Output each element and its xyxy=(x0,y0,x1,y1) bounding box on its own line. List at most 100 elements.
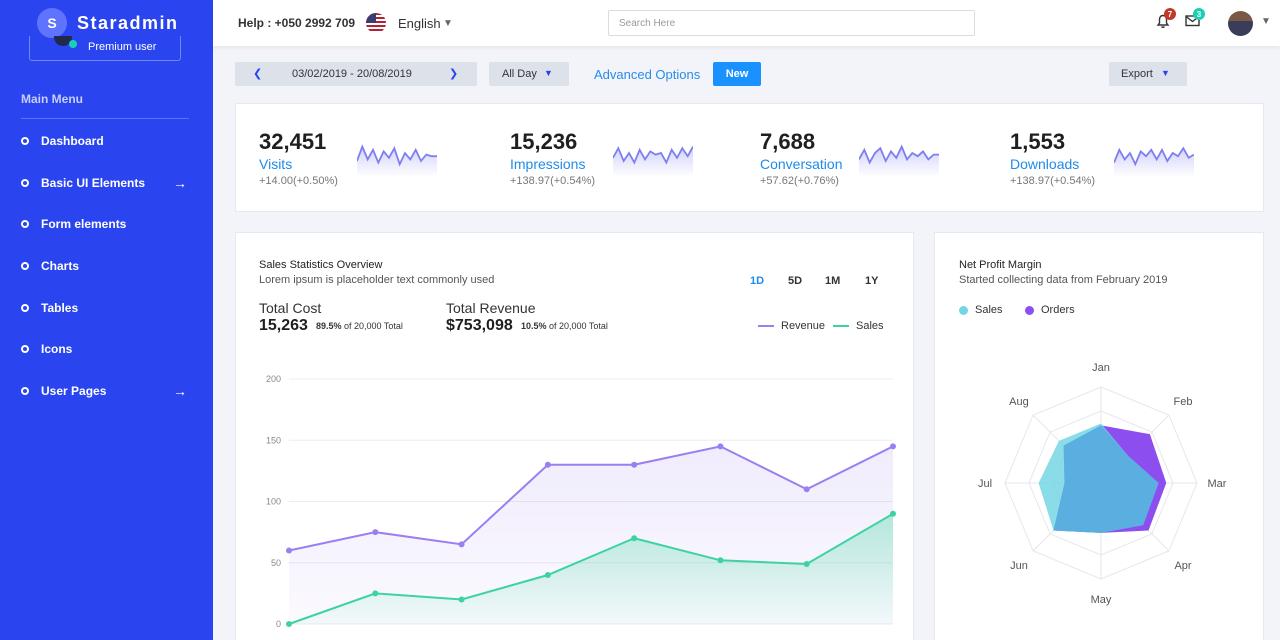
help-phone: Help : +050 2992 709 xyxy=(238,16,356,30)
net-profit-card: Net Profit Margin Started collecting dat… xyxy=(934,232,1264,640)
chevron-left-icon[interactable]: ❮ xyxy=(253,68,263,80)
sparkline-line xyxy=(613,146,693,165)
date-range-picker[interactable]: ❮ 03/02/2019 - 20/08/2019 ❯ xyxy=(235,62,477,86)
y-tick-label: 50 xyxy=(271,558,281,568)
period-tab-1m[interactable]: 1M xyxy=(825,275,841,287)
sparkline-line xyxy=(357,144,437,167)
circle-icon xyxy=(21,261,29,270)
sparkline-area xyxy=(1114,148,1194,177)
series-revenue-line xyxy=(288,445,894,552)
chevron-down-icon[interactable]: ▼ xyxy=(1261,16,1271,27)
chevron-down-icon: ▼ xyxy=(544,68,553,78)
sidebar-item-form-elements[interactable]: Form elements xyxy=(0,203,213,245)
legend-sales: Sales xyxy=(959,304,1003,316)
brand-logo: S xyxy=(37,8,67,38)
series-revenue-point xyxy=(286,547,292,554)
sparkline xyxy=(357,144,437,177)
period-tab-1y[interactable]: 1Y xyxy=(865,275,879,287)
sidebar-item-charts[interactable]: Charts xyxy=(0,245,213,287)
sparkline-area xyxy=(613,146,693,177)
period-tab-5d[interactable]: 5D xyxy=(788,275,803,287)
profile-label: Premium user xyxy=(88,41,157,53)
radar-axis-label: Feb xyxy=(1174,396,1193,408)
chevron-down-icon: ▼ xyxy=(1161,68,1170,78)
date-range-text: 03/02/2019 - 20/08/2019 xyxy=(292,68,412,80)
sidebar-item-label: Form elements xyxy=(41,217,127,232)
stat-label: Conversation xyxy=(760,156,843,172)
export-button[interactable]: Export ▼ xyxy=(1109,62,1187,86)
advanced-options-link[interactable]: Advanced Options xyxy=(594,67,701,82)
radar-axis-label: Apr xyxy=(1174,560,1191,572)
legend-swatch xyxy=(833,325,849,327)
circle-icon xyxy=(21,136,29,145)
card-subtitle: Started collecting data from February 20… xyxy=(959,274,1168,286)
sidebar: S Staradmin Premium user Main Menu Dashb… xyxy=(0,0,213,640)
user-avatar[interactable] xyxy=(1228,11,1253,36)
radar-axis-label: Jul xyxy=(978,478,992,490)
stat-visits: 32,451 Visits +14.00(+0.50%) xyxy=(259,129,479,189)
arrow-right-icon: → xyxy=(173,382,187,399)
radar-axis-label: Mar xyxy=(1208,478,1227,490)
sidebar-item-label: Tables xyxy=(41,300,79,315)
profile-card[interactable]: Premium user xyxy=(29,36,181,61)
stat-value: 7,688 xyxy=(760,129,816,154)
total-cost-label: Total Cost xyxy=(259,300,322,316)
stat-value: 1,553 xyxy=(1010,129,1066,154)
search-input[interactable] xyxy=(608,10,975,36)
total-cost-note: 89.5% of 20,000 Total xyxy=(316,321,403,331)
chevron-right-icon[interactable]: ❯ xyxy=(449,68,459,80)
series-sales-point xyxy=(803,560,810,567)
language-selector[interactable]: English xyxy=(398,15,441,31)
notification-badge: 7 xyxy=(1164,8,1176,20)
new-button[interactable]: New xyxy=(713,62,761,86)
card-subtitle: Lorem ipsum is placeholder text commonly… xyxy=(259,274,495,286)
radar-axis-label: May xyxy=(1091,594,1112,606)
series-revenue-point xyxy=(458,541,465,548)
series-revenue-point xyxy=(890,443,896,450)
stat-value: 15,236 xyxy=(510,129,578,154)
sales-overview-card: Sales Statistics Overview Lorem ipsum is… xyxy=(235,232,914,640)
period-select[interactable]: All Day ▼ xyxy=(489,62,569,86)
radar-axis-label: Aug xyxy=(1009,396,1029,408)
series-revenue-point xyxy=(372,529,379,536)
stat-value: 32,451 xyxy=(259,129,327,154)
radar-axis-label: Jan xyxy=(1092,362,1110,374)
us-flag-icon[interactable] xyxy=(366,13,386,33)
sidebar-item-dashboard[interactable]: Dashboard xyxy=(0,120,213,162)
series-sales-area xyxy=(289,513,893,624)
series-sales-line xyxy=(288,512,894,625)
stat-conversation: 7,688 Conversation +57.62(+0.76%) xyxy=(760,129,980,189)
legend-orders: Orders xyxy=(1025,304,1075,316)
series-sales-point xyxy=(372,590,379,597)
sidebar-item-icons[interactable]: Icons xyxy=(0,328,213,370)
legend-swatch xyxy=(758,325,774,327)
stat-label: Visits xyxy=(259,156,293,172)
circle-icon xyxy=(21,345,29,354)
circle-icon xyxy=(21,303,29,312)
sales-area-chart: 0 50 100 150 200 xyxy=(266,374,896,629)
sidebar-item-label: Icons xyxy=(41,342,73,357)
stat-label: Downloads xyxy=(1010,156,1080,172)
sidebar-item-user-pages[interactable]: User Pages → xyxy=(0,370,213,412)
brand[interactable]: S Staradmin xyxy=(0,0,213,46)
stat-change: +57.62(+0.76%) xyxy=(760,175,839,187)
stat-impressions: 15,236 Impressions +138.97(+0.54%) xyxy=(510,129,730,189)
legend-label: Orders xyxy=(1041,304,1075,316)
sidebar-item-label: Charts xyxy=(41,258,80,273)
series-revenue-point xyxy=(631,461,638,468)
total-revenue-label: Total Revenue xyxy=(446,300,536,316)
circle-icon xyxy=(21,386,29,395)
sidebar-item-tables[interactable]: Tables xyxy=(0,287,213,329)
arrow-right-icon: → xyxy=(173,174,187,191)
sidebar-item-basic-ui-elements[interactable]: Basic UI Elements → xyxy=(0,162,213,204)
period-tab-1d[interactable]: 1D xyxy=(750,275,765,287)
stat-change: +138.97(+0.54%) xyxy=(1010,175,1096,187)
sparkline xyxy=(859,144,939,177)
series-revenue-point xyxy=(803,486,810,493)
series-revenue-point xyxy=(717,443,724,450)
legend-revenue: Revenue xyxy=(758,320,825,332)
online-status-dot xyxy=(69,40,77,48)
total-revenue-pct: 10.5% xyxy=(521,321,547,331)
chevron-down-icon[interactable]: ▼ xyxy=(443,17,453,29)
series-revenue-point xyxy=(544,461,551,468)
